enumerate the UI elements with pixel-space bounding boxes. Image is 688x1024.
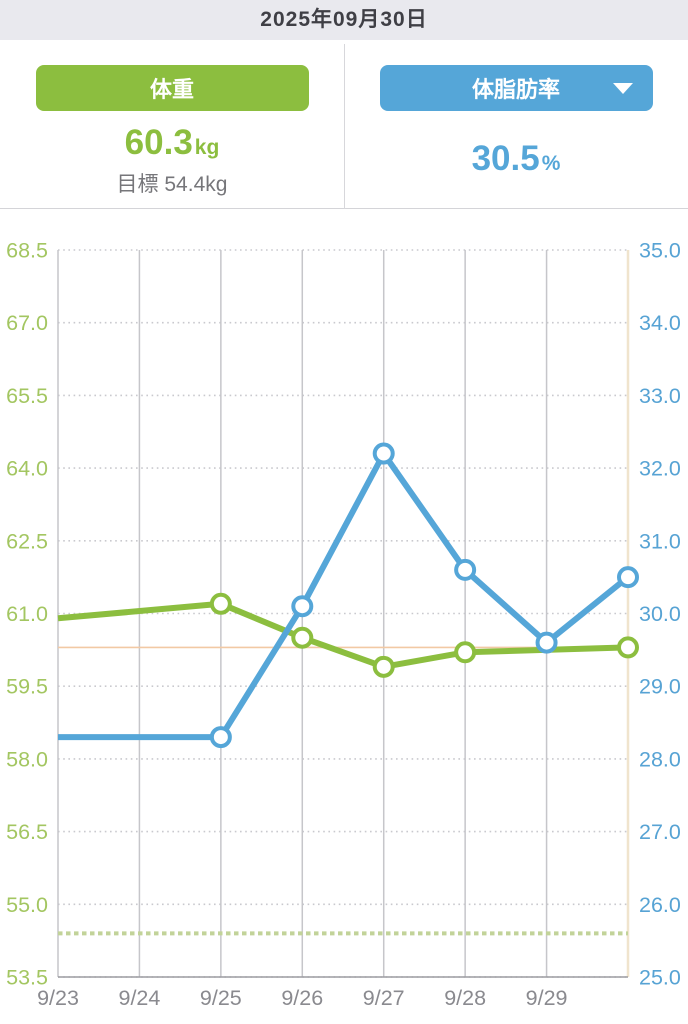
x-axis-tick-label: 9/27 [363, 986, 405, 1010]
left-axis-tick-label: 62.5 [6, 529, 48, 553]
weight-value: 60.3 [124, 123, 193, 162]
left-axis-tick-label: 53.5 [6, 966, 48, 990]
bodyfat-dropdown-button[interactable]: 体脂肪率 [379, 65, 653, 111]
weight-tab-button[interactable]: 体重 [35, 65, 309, 111]
bodyfat-value-row: 30.5 % [472, 141, 561, 176]
weight-goal-text: 目標 54.4kg [116, 173, 228, 196]
data-point-marker [372, 442, 395, 465]
right-axis-tick-label: 27.0 [639, 820, 681, 844]
x-axis-tick-label: 9/29 [526, 986, 568, 1010]
x-axis-tick-label: 9/23 [37, 986, 79, 1010]
left-axis-tick-label: 61.0 [6, 602, 48, 626]
x-axis-tick-label: 9/28 [444, 986, 486, 1010]
left-axis-tick-label: 67.0 [6, 311, 48, 335]
data-point-marker [291, 626, 314, 649]
left-axis-tick-label: 56.5 [6, 820, 48, 844]
data-point-marker [617, 636, 639, 659]
data-point-marker [454, 558, 477, 581]
chart-area: 68.5 67.0 65.5 64.0 62.5 61.0 59.5 58.0 56.5 55.0… [0, 209, 688, 1024]
bodyfat-summary: 体脂肪率 30.5 % [344, 40, 688, 208]
bodyfat-unit: % [541, 152, 561, 175]
x-axis-tick-label: 9/26 [281, 986, 323, 1010]
date-header: 2025年09月30日 [0, 0, 688, 40]
right-axis-tick-label: 29.0 [639, 675, 681, 699]
right-axis-tick-label: 31.0 [639, 529, 681, 553]
series-line-weight [57, 600, 629, 670]
left-axis-tick-label: 55.0 [6, 893, 48, 917]
data-point-marker [454, 641, 477, 664]
right-axis-tick-label: 30.0 [639, 602, 681, 626]
data-point-marker [291, 595, 314, 618]
summary-section: 体重 60.3 kg 目標 54.4kg 体脂肪率 30.5 % [0, 40, 688, 216]
data-point-marker [617, 566, 639, 589]
weight-bodyfat-chart: 68.5 67.0 65.5 64.0 62.5 61.0 59.5 58.0 56.5 55.0… [6, 239, 681, 1011]
right-axis-tick-label: 25.0 [639, 966, 681, 990]
date-text: 2025年09月30日 [260, 8, 428, 31]
left-axis-tick-label: 58.0 [6, 747, 48, 771]
weight-summary: 体重 60.3 kg 目標 54.4kg [0, 40, 344, 208]
triangle-down-icon [612, 83, 633, 94]
data-point-marker [209, 726, 232, 749]
right-axis-tick-label: 32.0 [639, 457, 681, 481]
weight-tab-label: 体重 [149, 77, 194, 102]
right-axis-tick-label: 26.0 [639, 893, 681, 917]
weight-unit: kg [194, 136, 220, 159]
bodyfat-dropdown-label: 体脂肪率 [471, 77, 560, 102]
left-axis-tick-label: 68.5 [6, 239, 48, 263]
right-axis-tick-label: 35.0 [639, 239, 681, 263]
weight-value-row: 60.3 kg [125, 125, 220, 160]
data-point-marker [372, 655, 395, 678]
right-axis-tick-label: 28.0 [639, 747, 681, 771]
left-axis-tick-label: 59.5 [6, 675, 48, 699]
data-point-marker [535, 631, 558, 654]
bodyfat-value: 30.5 [471, 139, 540, 178]
left-axis-tick-label: 64.0 [6, 457, 48, 481]
x-axis-tick-label: 9/25 [200, 986, 242, 1010]
series-line-bodyfat [58, 450, 630, 741]
right-axis-tick-label: 33.0 [639, 384, 681, 408]
left-axis-tick-label: 65.5 [6, 384, 48, 408]
data-point-marker [209, 592, 232, 615]
summary-divider [344, 44, 345, 216]
x-axis-tick-label: 9/24 [118, 986, 160, 1010]
right-axis-tick-label: 34.0 [639, 311, 681, 335]
